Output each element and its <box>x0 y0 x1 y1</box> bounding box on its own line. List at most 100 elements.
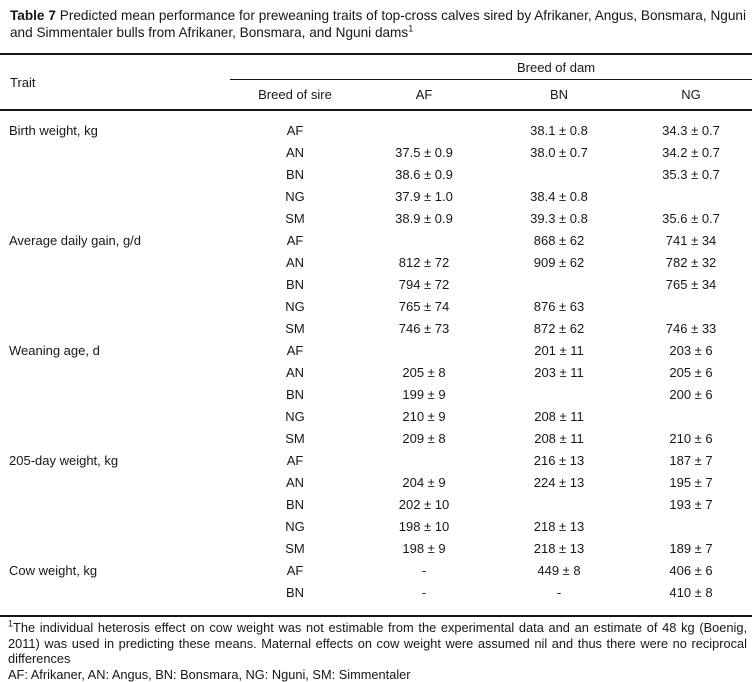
sire-cell: BN <box>285 584 305 600</box>
value-cell-bn: 39.3 ± 0.8 <box>530 210 588 226</box>
value-cell-bn <box>488 383 630 405</box>
table-row: Weaning age, d AF 201 ± 11 203 ± 6 <box>0 339 752 361</box>
value-cell-ng: 205 ± 6 <box>669 364 713 380</box>
value-cell-bn: 868 ± 62 <box>533 232 585 248</box>
value-cell-af <box>360 119 488 141</box>
table-row: SM 746 ± 73 872 ± 62 746 ± 33 <box>0 317 752 339</box>
value-cell-af: 794 ± 72 <box>398 276 450 292</box>
value-cell-ng: 741 ± 34 <box>665 232 717 248</box>
trait-cell <box>0 317 230 339</box>
table-row: NG 765 ± 74 876 ± 63 <box>0 295 752 317</box>
value-cell-ng: 189 ± 7 <box>669 540 713 556</box>
col-header-ng: NG <box>630 79 752 111</box>
value-cell-bn: 201 ± 11 <box>534 342 584 358</box>
value-cell-af <box>360 229 488 251</box>
trait-cell <box>0 141 230 163</box>
sire-cell: SM <box>285 540 305 556</box>
value-cell-af: 37.9 ± 1.0 <box>395 188 453 204</box>
spacer-cell <box>0 603 752 616</box>
value-cell-af: 199 ± 9 <box>402 386 446 402</box>
table-row: AN 204 ± 9 224 ± 13 195 ± 7 <box>0 471 752 493</box>
value-cell-bn: 38.1 ± 0.8 <box>530 122 588 138</box>
value-cell-ng <box>630 515 752 537</box>
value-cell-af: 765 ± 74 <box>398 298 450 314</box>
trait-cell <box>0 427 230 449</box>
table-row: BN 794 ± 72 765 ± 34 <box>0 273 752 295</box>
footnote-superscript: 1 <box>8 618 14 629</box>
table-row: NG 198 ± 10 218 ± 13 <box>0 515 752 537</box>
sire-cell: BN <box>285 276 305 292</box>
value-cell-af <box>360 339 488 361</box>
table-row: SM 38.9 ± 0.9 39.3 ± 0.8 35.6 ± 0.7 <box>0 207 752 229</box>
caption-text: Predicted mean performance for preweanin… <box>10 8 746 40</box>
abbreviation-note: AF: Afrikaner, AN: Angus, BN: Bonsmara, … <box>8 666 411 682</box>
table-row: SM 209 ± 8 208 ± 11 210 ± 6 <box>0 427 752 449</box>
value-cell-bn: 218 ± 13 <box>533 518 585 534</box>
sire-cell: BN <box>285 166 305 182</box>
dam-spanner-header: Breed of dam <box>230 54 752 80</box>
trait-cell <box>0 537 230 559</box>
value-cell-ng: 35.3 ± 0.7 <box>662 166 720 182</box>
trait-cell: 205-day weight, kg <box>9 452 119 468</box>
col-header-breed-of-sire: Breed of sire <box>230 79 360 111</box>
table-caption: Table 7 Predicted mean performance for p… <box>10 7 746 41</box>
trait-cell <box>0 493 230 515</box>
sire-cell: NG <box>285 188 305 204</box>
table-row: NG 37.9 ± 1.0 38.4 ± 0.8 <box>0 185 752 207</box>
value-cell-af: - <box>421 562 427 578</box>
value-cell-bn: 38.0 ± 0.7 <box>530 144 588 160</box>
spacer-row <box>0 603 752 616</box>
sire-cell: AN <box>285 474 305 490</box>
table-row: Birth weight, kg AF 38.1 ± 0.8 34.3 ± 0.… <box>0 119 752 141</box>
value-cell-af: 37.5 ± 0.9 <box>395 144 453 160</box>
value-cell-bn <box>488 163 630 185</box>
trait-cell: Birth weight, kg <box>9 122 98 138</box>
table-row: 205-day weight, kg AF 216 ± 13 187 ± 7 <box>0 449 752 471</box>
sire-cell: NG <box>285 518 305 534</box>
trait-cell <box>0 273 230 295</box>
value-cell-af: 812 ± 72 <box>398 254 450 270</box>
table-row: Cow weight, kg AF - 449 ± 8 406 ± 6 <box>0 559 752 581</box>
value-cell-ng: 187 ± 7 <box>669 452 713 468</box>
sire-cell: AN <box>285 364 305 380</box>
sire-cell: BN <box>285 496 305 512</box>
value-cell-af: 205 ± 8 <box>402 364 446 380</box>
footnote: 1The individual heterosis effect on cow … <box>8 618 747 667</box>
sire-cell: SM <box>285 210 305 226</box>
value-cell-af: 204 ± 9 <box>402 474 446 490</box>
sire-cell: NG <box>285 408 305 424</box>
trait-cell: Weaning age, d <box>9 342 100 358</box>
value-cell-af: 209 ± 8 <box>402 430 446 446</box>
footnote-text: The individual heterosis effect on cow w… <box>8 620 747 667</box>
value-cell-bn: 216 ± 13 <box>533 452 585 468</box>
trait-cell <box>0 471 230 493</box>
value-cell-af: 746 ± 73 <box>398 320 450 336</box>
table-row: BN 202 ± 10 193 ± 7 <box>0 493 752 515</box>
value-cell-bn: 208 ± 11 <box>534 430 584 446</box>
value-cell-bn: 218 ± 13 <box>533 540 585 556</box>
table-row: Average daily gain, g/d AF 868 ± 62 741 … <box>0 229 752 251</box>
table-row: AN 205 ± 8 203 ± 11 205 ± 6 <box>0 361 752 383</box>
table-row: AN 37.5 ± 0.9 38.0 ± 0.7 34.2 ± 0.7 <box>0 141 752 163</box>
trait-cell <box>0 515 230 537</box>
value-cell-ng: 210 ± 6 <box>669 430 713 446</box>
value-cell-ng: 34.3 ± 0.7 <box>662 122 720 138</box>
table-row: BN 199 ± 9 200 ± 6 <box>0 383 752 405</box>
value-cell-bn: 909 ± 62 <box>533 254 585 270</box>
value-cell-af <box>360 449 488 471</box>
value-cell-af: 210 ± 9 <box>402 408 446 424</box>
sire-cell: SM <box>285 430 305 446</box>
trait-cell <box>0 405 230 427</box>
value-cell-bn <box>488 493 630 515</box>
value-cell-af: 38.6 ± 0.9 <box>395 166 453 182</box>
value-cell-af: 198 ± 10 <box>398 518 450 534</box>
value-cell-bn: 449 ± 8 <box>537 562 581 578</box>
trait-cell <box>0 251 230 273</box>
trait-cell <box>0 361 230 383</box>
value-cell-ng <box>630 185 752 207</box>
sire-cell: AF <box>286 232 304 248</box>
value-cell-bn: 224 ± 13 <box>533 474 585 490</box>
preweaning-traits-table: Trait Breed of dam Breed of sire AF BN N… <box>0 53 752 617</box>
trait-cell <box>0 207 230 229</box>
